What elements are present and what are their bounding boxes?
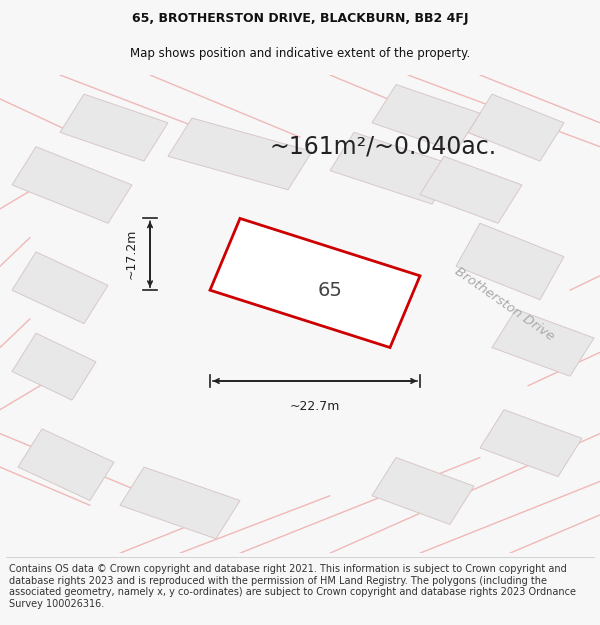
Polygon shape xyxy=(480,410,582,477)
Polygon shape xyxy=(18,429,114,501)
Polygon shape xyxy=(120,467,240,539)
Text: Contains OS data © Crown copyright and database right 2021. This information is : Contains OS data © Crown copyright and d… xyxy=(9,564,576,609)
Text: ~22.7m: ~22.7m xyxy=(290,400,340,413)
Text: ~17.2m: ~17.2m xyxy=(125,229,138,279)
Text: Brotherston Drive: Brotherston Drive xyxy=(452,265,556,344)
Polygon shape xyxy=(492,309,594,376)
Polygon shape xyxy=(12,333,96,400)
Polygon shape xyxy=(60,94,168,161)
Polygon shape xyxy=(210,218,420,348)
Polygon shape xyxy=(12,252,108,324)
Polygon shape xyxy=(372,84,480,151)
Polygon shape xyxy=(372,458,474,524)
Text: Map shows position and indicative extent of the property.: Map shows position and indicative extent… xyxy=(130,48,470,61)
Polygon shape xyxy=(468,94,564,161)
Polygon shape xyxy=(12,147,132,223)
Text: 65, BROTHERSTON DRIVE, BLACKBURN, BB2 4FJ: 65, BROTHERSTON DRIVE, BLACKBURN, BB2 4F… xyxy=(132,12,468,25)
Text: ~161m²/~0.040ac.: ~161m²/~0.040ac. xyxy=(270,135,497,159)
Polygon shape xyxy=(420,156,522,223)
Polygon shape xyxy=(330,132,456,204)
Polygon shape xyxy=(456,223,564,300)
Text: 65: 65 xyxy=(317,281,343,299)
Polygon shape xyxy=(168,118,312,190)
